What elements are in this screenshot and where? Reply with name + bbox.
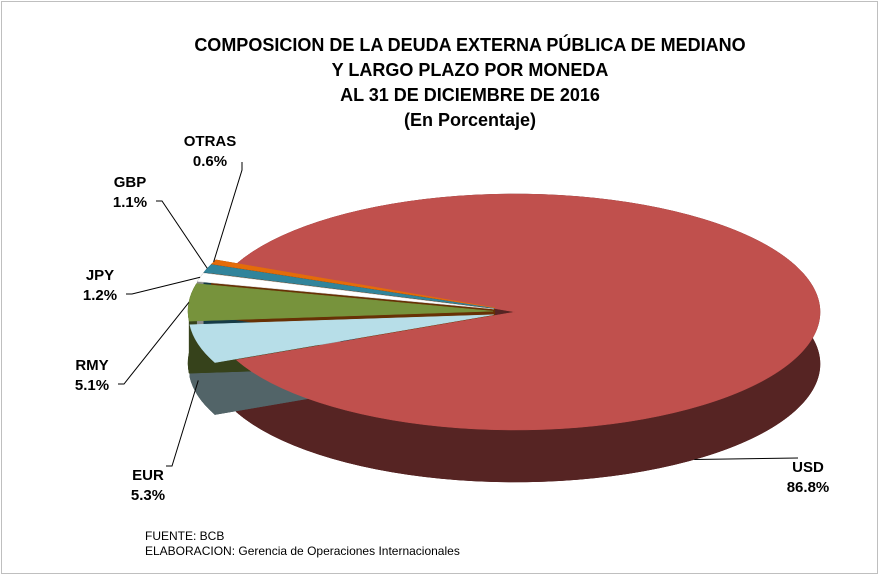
slice	[189, 314, 494, 363]
category-label: RMY	[75, 357, 108, 374]
data-label: 1.1%	[113, 194, 147, 211]
source-note: ELABORACION: Gerencia de Operaciones Int…	[145, 544, 460, 558]
chart-title: AL 31 DE DICIEMBRE DE 2016	[340, 85, 600, 105]
slice	[187, 283, 494, 322]
leader-line	[213, 162, 243, 263]
leader-line	[156, 200, 208, 269]
chart-title: Y LARGO PLAZO POR MONEDA	[332, 60, 609, 80]
leader-line	[694, 457, 799, 460]
leader-line	[118, 301, 190, 385]
category-label: USD	[792, 459, 824, 476]
category-label: GBP	[114, 174, 147, 191]
chart-subtitle: (En Porcentaje)	[404, 110, 536, 130]
leader-line	[166, 380, 199, 467]
category-label: EUR	[132, 467, 164, 484]
data-label: 86.8%	[787, 479, 830, 496]
data-label: 5.1%	[75, 377, 109, 394]
slice	[235, 193, 821, 431]
data-label: 1.2%	[83, 287, 117, 304]
source-note: FUENTE: BCB	[145, 529, 224, 543]
category-label: JPY	[86, 267, 114, 284]
category-label: OTRAS	[184, 133, 237, 150]
data-label: 0.6%	[193, 153, 227, 170]
leader-line	[126, 276, 201, 295]
data-label: 5.3%	[131, 487, 165, 504]
chart-title: COMPOSICION DE LA DEUDA EXTERNA PÚBLICA …	[194, 34, 745, 55]
